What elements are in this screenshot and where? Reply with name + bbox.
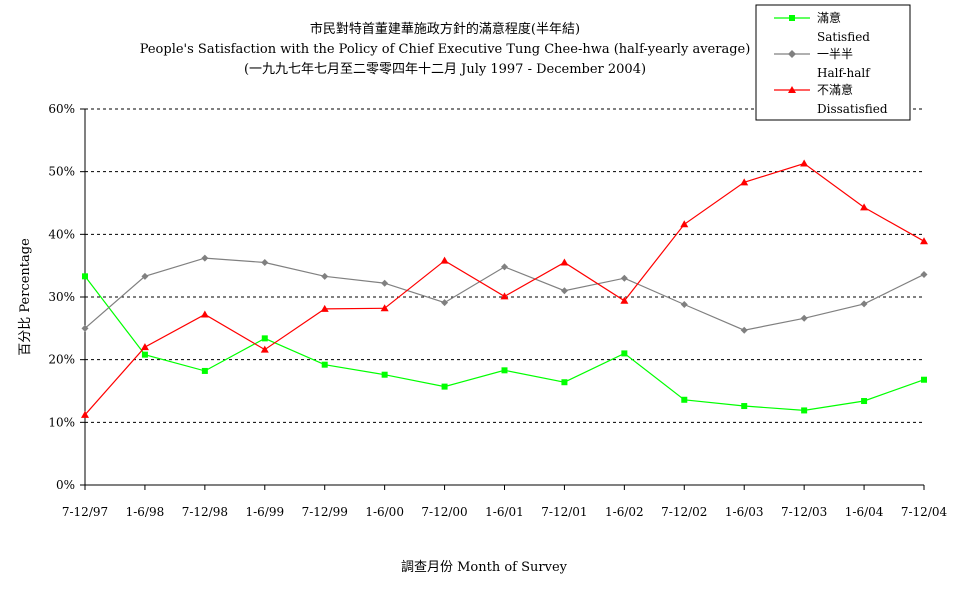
data-point-satisfied [921, 376, 927, 383]
data-point-satisfied [681, 396, 688, 403]
y-tick-label: 30% [48, 290, 75, 304]
data-point-dissatisfied [380, 304, 389, 312]
data-point-dissatisfied [620, 296, 629, 304]
legend: 滿意 Satisfied 一半半 Half-half 不滿意 Dissatisf… [755, 4, 911, 121]
chart-period: (一九九七年七月至二零零四年十二月 July 1997 - December 2… [244, 62, 646, 77]
legend-marker-dissatisfied [788, 86, 796, 93]
data-point-half-half [441, 299, 449, 307]
y-tick-label: 0% [56, 478, 75, 492]
data-point-dissatisfied [800, 159, 809, 167]
y-tick-label: 50% [48, 165, 75, 179]
data-point-satisfied [381, 371, 388, 378]
x-tick-label: 1-6/00 [365, 505, 404, 519]
legend-label-satisfied-en: Satisfied [817, 30, 870, 44]
x-axis-label: 調查月份 Month of Survey [401, 560, 568, 575]
data-point-half-half [860, 300, 868, 308]
data-point-satisfied [621, 350, 628, 357]
x-axis-ticks: 7-12/97 1-6/98 7-12/98 1-6/99 7-12/99 1-6/00 7… [62, 485, 948, 519]
x-tick-label: 7-12/97 [62, 505, 108, 519]
chart-title: 市民對特首董建華施政方針的滿意程度(半年結) [310, 21, 580, 37]
data-point-satisfied [801, 407, 808, 414]
data-point-dissatisfied [140, 343, 149, 351]
legend-marker-half-half [788, 50, 796, 58]
legend-label-dissatisfied-zh: 不滿意 [817, 82, 853, 97]
legend-label-satisfied-zh: 滿意 [817, 10, 841, 25]
data-point-dissatisfied [81, 410, 89, 418]
data-point-half-half [321, 272, 329, 280]
x-tick-label: 1-6/03 [725, 505, 764, 519]
data-point-dissatisfied [500, 292, 509, 300]
data-point-satisfied [321, 361, 328, 368]
x-tick-label: 1-6/02 [605, 505, 644, 519]
data-point-dissatisfied [920, 237, 928, 245]
x-tick-label: 1-6/98 [126, 505, 165, 519]
x-tick-label: 1-6/01 [485, 505, 524, 519]
legend-box [755, 4, 911, 121]
data-point-half-half [381, 279, 389, 287]
data-point-satisfied [861, 398, 868, 405]
data-point-satisfied [741, 403, 748, 410]
series-line-dissatisfied [84, 162, 925, 416]
chart-subtitle: People's Satisfaction with the Policy of… [140, 42, 751, 57]
legend-entry-half-half: 一半半 Half-half [774, 47, 871, 80]
data-point-half-half [141, 272, 149, 280]
legend-label-half-half-zh: 一半半 [817, 47, 853, 61]
data-point-half-half [920, 270, 928, 278]
data-point-satisfied [561, 379, 568, 386]
data-point-dissatisfied [740, 178, 749, 186]
series-satisfied [82, 273, 927, 414]
x-tick-label: 7-12/98 [182, 505, 228, 519]
data-point-half-half [261, 259, 269, 267]
data-point-dissatisfied [680, 220, 689, 228]
y-axis-ticks: 0% 10% 20% 30% 40% 50% 60% [48, 102, 85, 492]
data-point-half-half [201, 254, 209, 262]
data-point-satisfied [141, 351, 148, 358]
data-point-dissatisfied [320, 304, 329, 312]
y-tick-label: 20% [48, 353, 75, 367]
data-point-half-half [680, 301, 688, 309]
y-tick-label: 10% [48, 415, 75, 429]
data-point-half-half [81, 324, 89, 332]
data-point-half-half [501, 263, 508, 271]
y-tick-label: 40% [48, 227, 75, 241]
data-point-satisfied [261, 335, 268, 342]
x-tick-label: 7-12/02 [661, 505, 707, 519]
legend-marker-satisfied [789, 15, 795, 21]
y-tick-label: 60% [48, 102, 75, 116]
data-point-dissatisfied [860, 203, 869, 211]
legend-label-dissatisfied-en: Dissatisfied [817, 102, 888, 116]
x-tick-label: 7-12/01 [541, 505, 587, 519]
data-point-satisfied [501, 367, 508, 374]
data-point-dissatisfied [560, 258, 569, 266]
data-point-half-half [800, 314, 808, 322]
legend-entry-dissatisfied: 不滿意 Dissatisfied [774, 82, 888, 116]
x-tick-label: 7-12/00 [421, 505, 467, 519]
data-point-dissatisfied [440, 256, 449, 264]
legend-entry-satisfied: 滿意 Satisfied [774, 10, 870, 44]
x-tick-label: 7-12/04 [901, 505, 948, 519]
data-point-half-half [560, 287, 568, 295]
data-point-dissatisfied [260, 345, 269, 353]
x-tick-label: 1-6/99 [245, 505, 284, 519]
x-tick-label: 1-6/04 [845, 505, 884, 519]
series-group [81, 159, 928, 418]
x-tick-label: 7-12/99 [302, 505, 348, 519]
data-point-dissatisfied [200, 310, 209, 318]
data-point-satisfied [82, 273, 88, 280]
data-point-satisfied [201, 367, 208, 374]
series-dissatisfied [81, 159, 928, 418]
series-half-half [81, 254, 928, 334]
data-point-half-half [620, 274, 628, 282]
y-axis-label: 百分比 Percentage [18, 238, 33, 356]
x-tick-label: 7-12/03 [781, 505, 827, 519]
data-point-half-half [740, 326, 748, 334]
data-point-satisfied [441, 383, 448, 390]
legend-label-half-half-en: Half-half [817, 66, 871, 80]
